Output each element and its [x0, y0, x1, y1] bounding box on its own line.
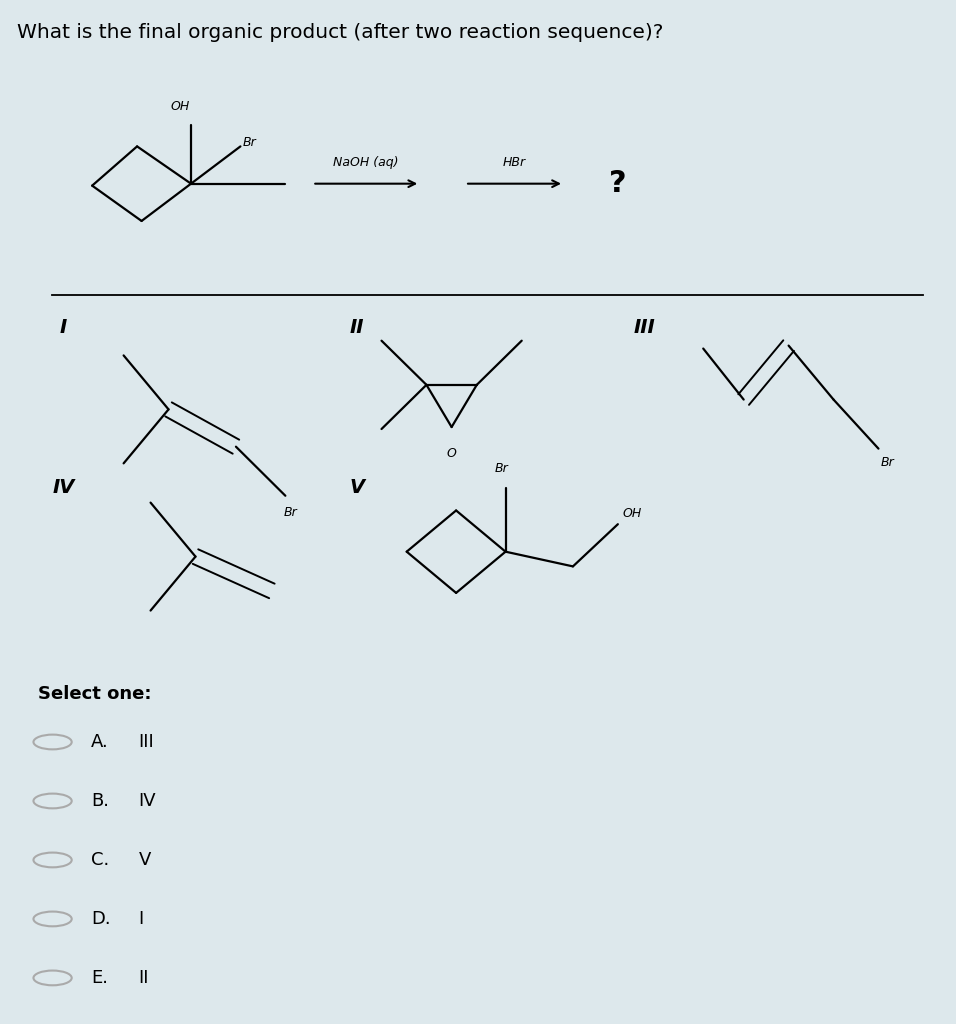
Text: HBr: HBr — [503, 156, 526, 169]
Text: IV: IV — [139, 792, 156, 810]
Text: OH: OH — [622, 507, 641, 520]
Text: V: V — [350, 478, 365, 498]
Text: II: II — [139, 969, 149, 987]
Text: I: I — [60, 318, 67, 338]
Text: Select one:: Select one: — [38, 685, 152, 702]
Text: Br: Br — [494, 462, 508, 475]
Text: V: V — [139, 851, 151, 869]
Text: A.: A. — [91, 733, 109, 751]
Text: Br: Br — [880, 457, 894, 469]
Text: III: III — [634, 318, 656, 338]
Text: III: III — [139, 733, 154, 751]
Text: IV: IV — [53, 478, 75, 498]
Text: Br: Br — [243, 136, 257, 148]
Text: C.: C. — [91, 851, 109, 869]
Text: B.: B. — [91, 792, 109, 810]
Text: NaOH (aq): NaOH (aq) — [334, 156, 399, 169]
Text: D.: D. — [91, 910, 111, 928]
Text: II: II — [350, 318, 364, 338]
Text: O: O — [446, 446, 457, 460]
Text: Br: Br — [284, 506, 297, 518]
Text: I: I — [139, 910, 143, 928]
Text: E.: E. — [91, 969, 108, 987]
Text: ?: ? — [609, 169, 627, 199]
Text: OH: OH — [170, 100, 190, 113]
Text: What is the final organic product (after two reaction sequence)?: What is the final organic product (after… — [17, 23, 663, 42]
